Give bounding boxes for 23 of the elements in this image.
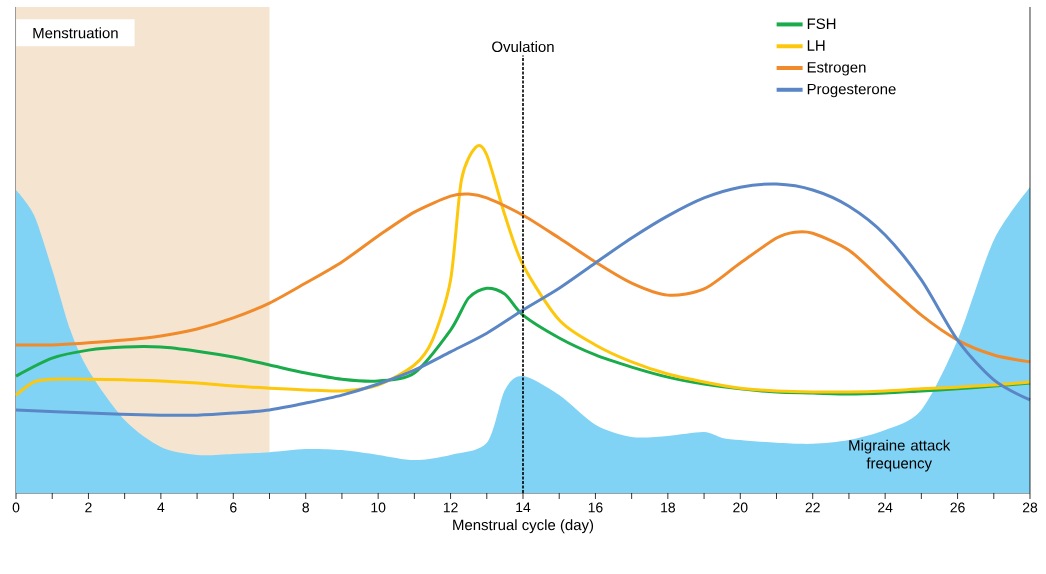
x-tick-label: 12 — [443, 502, 458, 513]
x-tick-label: 8 — [302, 502, 309, 513]
band-label: Menstruation — [33, 27, 118, 39]
x-tick-label: 22 — [805, 502, 820, 513]
x-tick-label: 0 — [12, 502, 20, 513]
x-axis-title: Menstrual cycle (day) — [453, 519, 594, 534]
x-tick-label: 16 — [588, 502, 603, 513]
series-label: Migraine attack frequency — [849, 439, 951, 472]
x-tick-label: 6 — [230, 502, 237, 513]
x-tick-label: 10 — [371, 502, 386, 513]
x-tick-label: 4 — [157, 502, 165, 513]
legend-label: LH — [807, 40, 825, 51]
x-tick-label: 2 — [85, 502, 92, 513]
x-tick-label: 18 — [661, 502, 676, 513]
x-tick-label: 28 — [1022, 502, 1038, 513]
x-tick-label: 24 — [878, 502, 893, 513]
x-tick-label: 14 — [516, 502, 531, 513]
legend-label: FSH — [807, 18, 836, 30]
legend-label: Progesterone — [807, 83, 896, 98]
x-tick-label: 20 — [733, 502, 748, 513]
ref-line-label: Ovulation — [492, 41, 554, 53]
x-tick-label: 26 — [950, 502, 965, 513]
legend-label: Estrogen — [807, 62, 866, 76]
